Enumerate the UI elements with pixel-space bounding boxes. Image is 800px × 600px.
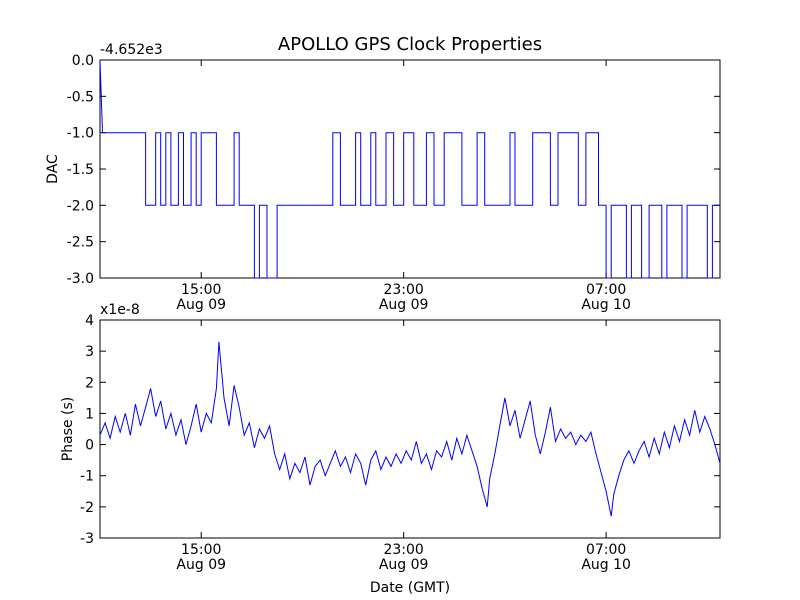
phase-xtick-time-label: 07:00 xyxy=(586,542,626,558)
dac-ytick-label: -2.0 xyxy=(67,198,94,214)
phase-plot-area xyxy=(99,319,721,539)
dac-ytick-label: -0.5 xyxy=(67,89,94,105)
phase-ytick-label: 4 xyxy=(85,313,94,329)
phase-ytick-label: 3 xyxy=(85,344,94,360)
dac-ytick-label: 0.0 xyxy=(72,53,94,69)
dac-xtick-time-label: 15:00 xyxy=(181,282,221,298)
dac-offset-text: -4.652e3 xyxy=(100,42,163,58)
phase-ytick-label: -1 xyxy=(80,469,94,485)
phase-xtick-date-label: Aug 09 xyxy=(379,557,429,573)
dac-xtick-date-label: Aug 09 xyxy=(176,297,226,313)
phase-ytick-label: -2 xyxy=(80,500,94,516)
dac-plot-area xyxy=(99,59,721,279)
phase-ytick-label: 1 xyxy=(85,406,94,422)
dac-xtick-time-label: 07:00 xyxy=(586,282,626,298)
dac-series-line xyxy=(99,59,720,279)
dac-xtick-time-label: 23:00 xyxy=(383,282,423,298)
dac-panel: -4.652e3 DAC 0.0 -0.5 -1.0 -1.5 -2.0 -2.5 -3.0… xyxy=(45,42,721,313)
phase-xtick-date-label: Aug 09 xyxy=(176,557,226,573)
phase-offset-text: x1e-8 xyxy=(100,302,140,318)
dac-xtick-date-label: Aug 09 xyxy=(379,297,429,313)
dac-ytick-label: -2.5 xyxy=(67,235,94,251)
dac-ytick-label: -1.5 xyxy=(67,162,94,178)
phase-ytick-label: 2 xyxy=(85,375,94,391)
phase-xtick-date-label: Aug 10 xyxy=(581,557,631,573)
phase-ytick-label: -3 xyxy=(80,531,94,547)
x-axis-label: Date (GMT) xyxy=(370,580,450,596)
phase-ytick-label: 0 xyxy=(85,438,94,454)
phase-ylabel: Phase (s) xyxy=(60,397,76,461)
dac-xtick-date-label: Aug 10 xyxy=(581,297,631,313)
phase-xtick-time-label: 15:00 xyxy=(181,542,221,558)
phase-series-line xyxy=(99,341,721,517)
figure-title: APOLLO GPS Clock Properties xyxy=(278,34,542,55)
phase-xtick-time-label: 23:00 xyxy=(383,542,423,558)
dac-ytick-label: -3.0 xyxy=(67,271,94,287)
dac-ytick-label: -1.0 xyxy=(67,126,94,142)
dac-ylabel: DAC xyxy=(45,154,61,184)
